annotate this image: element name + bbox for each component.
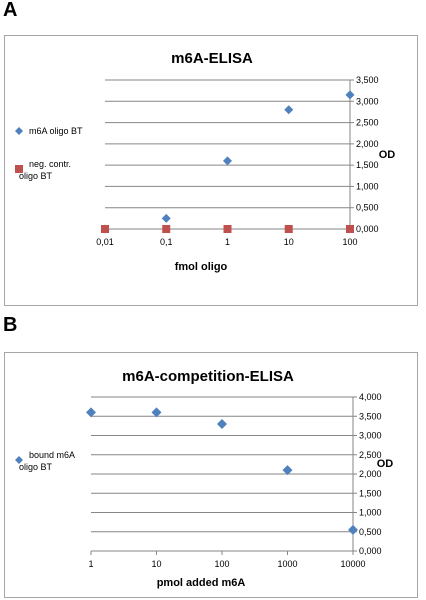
data-point-series1 <box>345 90 355 100</box>
legend-marker <box>15 127 23 135</box>
y-tick-label: 1,000 <box>356 181 379 191</box>
chart-title: m6A-ELISA <box>171 50 253 67</box>
legend-label: bound m6A oligo BT <box>19 450 75 472</box>
y-tick-label: 0,000 <box>359 546 382 556</box>
y-tick-label: 4,000 <box>359 392 382 402</box>
data-point-series1 <box>282 465 293 476</box>
y-tick-label: 3,500 <box>356 75 379 85</box>
data-point-series2 <box>284 225 293 233</box>
legend-label: m6A oligo BT <box>29 126 83 136</box>
x-tick-label: 10000 <box>340 559 365 569</box>
data-point-series1 <box>223 156 232 166</box>
y-tick-label: 3,000 <box>356 96 379 106</box>
y-tick-label: 3,500 <box>359 411 382 421</box>
y-axis-label: OD <box>379 149 396 161</box>
y-tick-label: 0,000 <box>356 224 379 234</box>
x-axis-label: pmol added m6A <box>157 577 246 589</box>
chart-b: m6A-competition-ELISA 0,000 0,500 1,000 1,50… <box>15 368 394 589</box>
y-tick-label: 2,000 <box>359 469 382 479</box>
x-tick-label: 10 <box>151 559 161 569</box>
y-tick-label: 3,000 <box>359 431 382 441</box>
x-tick-label: 1000 <box>277 559 297 569</box>
data-point-series1 <box>86 407 96 418</box>
data-point-series2 <box>223 225 232 233</box>
chart-b-frame: m6A-competition-ELISA 0,000 0,500 1,000 1,50… <box>4 352 418 598</box>
y-tick-label: 2,500 <box>356 118 379 128</box>
data-point-series1 <box>284 105 294 115</box>
x-tick-label: 0,01 <box>96 237 114 247</box>
x-tick-label: 100 <box>214 559 229 569</box>
data-point-series1 <box>161 213 171 223</box>
y-tick-label: 0,500 <box>359 527 382 537</box>
y-axis-label: OD <box>377 458 394 470</box>
data-point-series1 <box>217 418 227 429</box>
panel-b-label: B <box>3 314 18 336</box>
y-tick-label: 2,000 <box>356 139 379 149</box>
y-tick-label: 2,500 <box>359 450 382 460</box>
panel-a-label: A <box>3 0 18 21</box>
data-point-series1 <box>348 524 358 535</box>
chart-a-frame: m6A-ELISA 0,000 0,500 1,000 1,500 2,000 2,500 3… <box>4 35 418 306</box>
y-tick-label: 0,500 <box>356 203 379 213</box>
x-tick-label: 1 <box>88 559 93 569</box>
y-tick-label: 1,500 <box>359 488 382 498</box>
x-tick-label: 0,1 <box>160 237 173 247</box>
chart-title: m6A-competition-ELISA <box>122 368 294 385</box>
data-point-series2 <box>346 225 354 233</box>
x-axis-label: fmol oligo <box>175 261 228 273</box>
x-tick-label: 1 <box>225 237 230 247</box>
data-point-series2 <box>101 225 109 233</box>
legend-label: neg. contr. oligo BT <box>19 159 71 181</box>
y-tick-label: 1,000 <box>359 508 382 518</box>
x-tick-label: 10 <box>284 237 294 247</box>
data-point-series1 <box>151 407 162 418</box>
legend-marker <box>15 165 23 173</box>
data-point-series2 <box>162 225 171 233</box>
x-tick-label: 100 <box>342 237 357 247</box>
chart-a: m6A-ELISA 0,000 0,500 1,000 1,500 2,000 2,500 3… <box>15 50 396 273</box>
legend-marker <box>15 456 23 464</box>
y-tick-label: 1,500 <box>356 160 379 170</box>
